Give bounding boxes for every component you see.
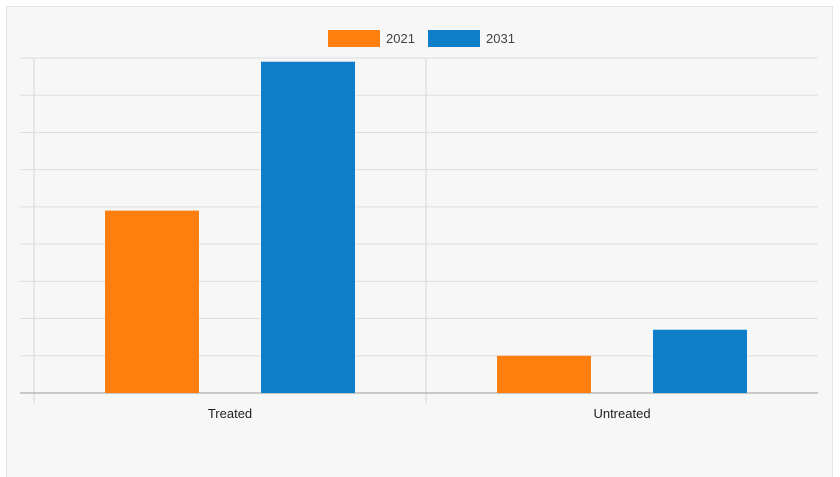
bar-2031-untreated xyxy=(653,329,747,393)
bar-2031-treated xyxy=(261,61,355,393)
bar-2021-treated xyxy=(105,210,199,393)
x-tick-label: Untreated xyxy=(593,406,650,421)
legend-label: 2031 xyxy=(486,31,515,46)
x-tick-label: Treated xyxy=(208,406,252,421)
legend-swatch xyxy=(428,30,480,47)
x-axis-labels: Treated Untreated xyxy=(208,406,651,421)
bars xyxy=(105,61,747,393)
legend: 2021 2031 xyxy=(328,30,515,47)
legend-swatch xyxy=(328,30,380,47)
legend-label: 2021 xyxy=(386,31,415,46)
bar-2021-untreated xyxy=(497,355,591,393)
